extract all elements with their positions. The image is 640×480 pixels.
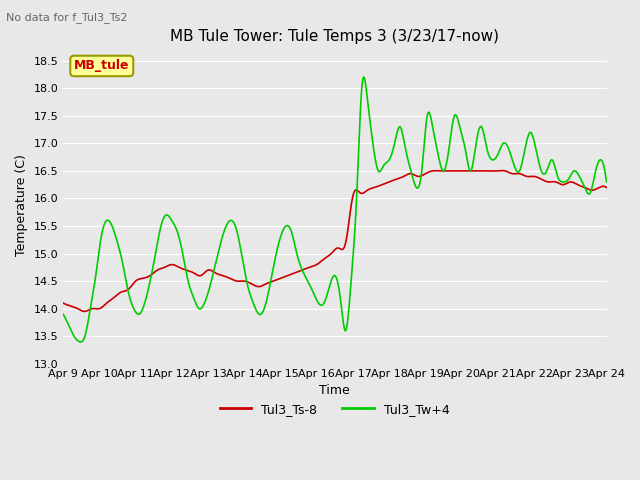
Title: MB Tule Tower: Tule Temps 3 (3/23/17-now): MB Tule Tower: Tule Temps 3 (3/23/17-now…	[170, 29, 499, 44]
Legend: Tul3_Ts-8, Tul3_Tw+4: Tul3_Ts-8, Tul3_Tw+4	[215, 398, 454, 421]
X-axis label: Time: Time	[319, 384, 350, 397]
Y-axis label: Temperature (C): Temperature (C)	[15, 155, 28, 256]
Text: No data for f_Tul3_Ts2: No data for f_Tul3_Ts2	[6, 12, 128, 23]
Text: MB_tule: MB_tule	[74, 60, 129, 72]
